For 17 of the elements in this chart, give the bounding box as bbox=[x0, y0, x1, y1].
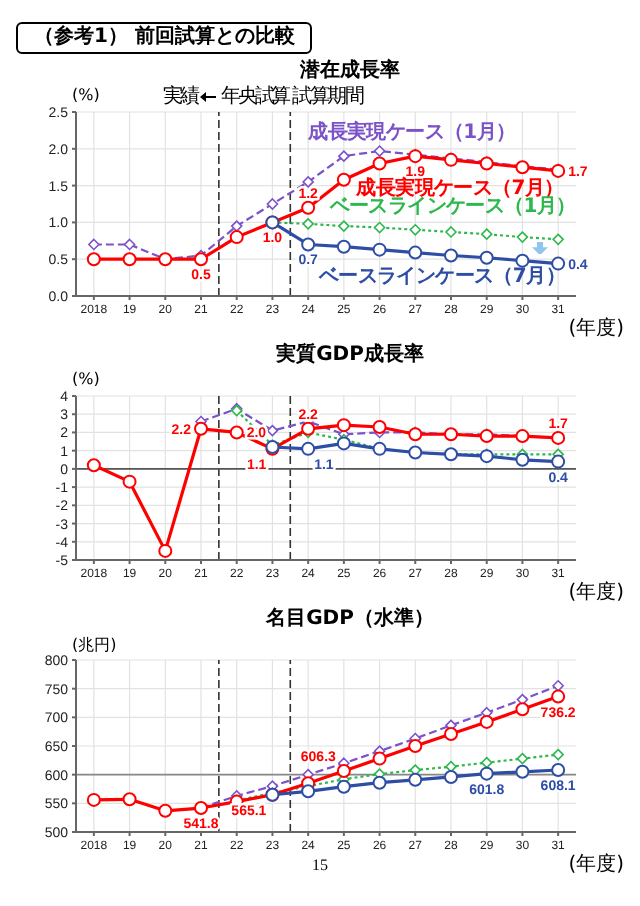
chart-title: 名目GDP（水準） bbox=[264, 608, 436, 632]
series-label: 成長実現ケース（1月） bbox=[308, 121, 516, 144]
y-axis-title: (%) bbox=[72, 370, 100, 388]
chart-title: 実質GDP成長率 bbox=[274, 344, 426, 368]
text: 実績 bbox=[162, 86, 197, 108]
chart-title: 潜在成長率 bbox=[298, 60, 402, 84]
y-axis-title: (%) bbox=[72, 86, 100, 104]
x-axis-title: (年度) bbox=[568, 854, 624, 876]
y-axis-title: (兆円) bbox=[72, 634, 117, 656]
text: 試算期間 bbox=[292, 86, 363, 108]
x-axis-title: (年度) bbox=[568, 582, 624, 604]
x-axis-title: (年度) bbox=[568, 318, 624, 340]
text: （参考1） 前回試算との比較 bbox=[16, 22, 313, 54]
text: 15 bbox=[312, 856, 328, 874]
series-label: ベースラインケース（1月） bbox=[329, 196, 576, 219]
text: 年央試算 bbox=[219, 86, 290, 108]
series-label: ベースラインケース（7月） bbox=[318, 266, 565, 289]
